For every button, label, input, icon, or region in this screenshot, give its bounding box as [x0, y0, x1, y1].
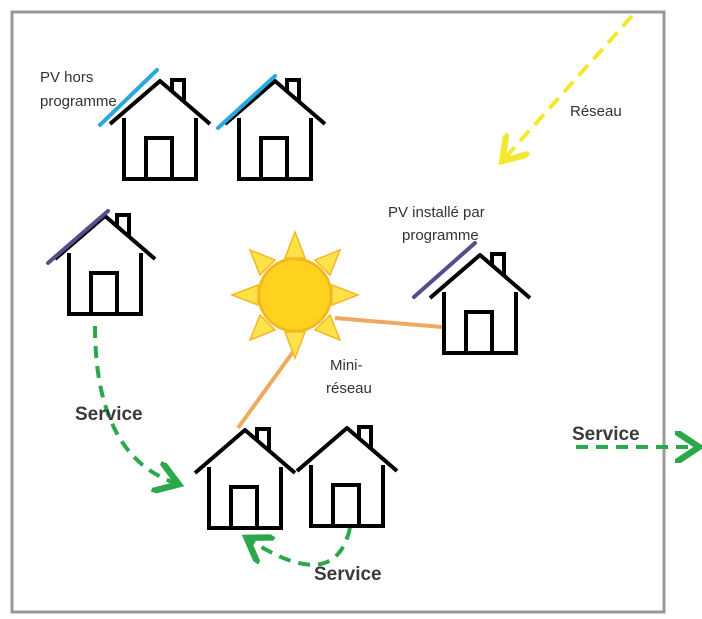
label: Mini- [330, 357, 363, 374]
frame [10, 10, 666, 614]
labels: PV hors programme Réseau PV installé par… [40, 69, 640, 585]
mini-grid-lines [236, 316, 443, 430]
label: PV installé par [388, 204, 485, 221]
solar-panels [46, 68, 477, 299]
service-label: Service [314, 564, 382, 585]
label: Réseau [570, 103, 622, 120]
grid-arrow [505, 14, 634, 158]
label: programme [402, 227, 479, 244]
service-label: Service [75, 404, 143, 425]
label: réseau [326, 380, 372, 397]
sun [229, 229, 361, 361]
service-label: Service [572, 424, 640, 445]
label: programme [40, 93, 117, 110]
service-arrows [93, 325, 695, 567]
label: PV hors [40, 69, 93, 86]
